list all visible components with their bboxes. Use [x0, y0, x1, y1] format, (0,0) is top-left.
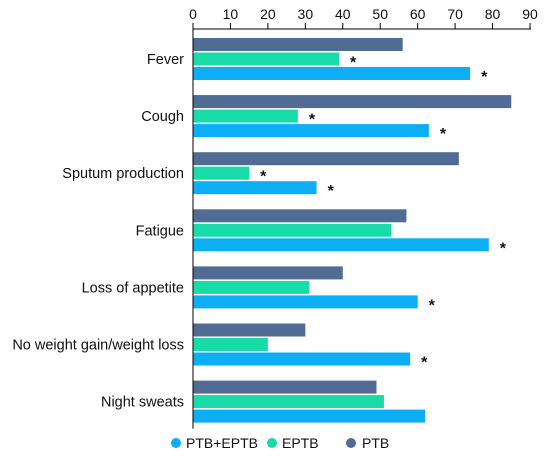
bar [193, 124, 429, 138]
bar [193, 323, 306, 337]
significance-marker: * [440, 126, 447, 143]
bar [193, 109, 298, 123]
bar [193, 409, 426, 423]
legend: PTB+EPTB EPTB PTB [171, 435, 389, 451]
bar [193, 266, 343, 280]
bar [193, 95, 512, 109]
x-tick-label: 70 [447, 6, 463, 22]
bars: * * * * * * * * * [193, 38, 512, 423]
category-label: Loss of appetite [82, 280, 184, 296]
x-tick-label: 30 [298, 6, 314, 22]
category-labels: Fever Cough Sputum production Fatigue Loss o… [12, 52, 184, 411]
legend-swatch [171, 438, 181, 448]
bar [193, 67, 471, 80]
significance-marker: * [309, 112, 316, 129]
x-tick-label: 40 [335, 6, 351, 22]
legend-swatch [346, 438, 356, 448]
bar [193, 152, 459, 166]
significance-marker: * [500, 240, 507, 257]
x-tick-label: 90 [522, 6, 538, 22]
bar [193, 295, 418, 309]
legend-label: EPTB [282, 435, 319, 451]
x-tick-label: 0 [189, 6, 197, 22]
x-tick-label: 20 [260, 6, 276, 22]
bar [193, 38, 403, 51]
significance-marker: * [421, 355, 428, 372]
bar [193, 338, 268, 351]
significance-marker: * [481, 69, 488, 86]
x-tick-label: 10 [223, 6, 239, 22]
bar [193, 238, 489, 252]
significance-marker: * [260, 169, 267, 186]
category-label: Fatigue [136, 223, 184, 239]
legend-label: PTB+EPTB [186, 435, 258, 451]
x-tick-label: 60 [410, 6, 426, 22]
x-tick-label: 80 [485, 6, 501, 22]
bar [193, 280, 310, 294]
bar [193, 380, 377, 394]
significance-marker: * [350, 55, 357, 72]
significance-marker: * [429, 297, 436, 314]
legend-swatch [267, 438, 277, 448]
x-tick-label: 50 [372, 6, 388, 22]
category-label: Fever [147, 52, 184, 68]
category-label: No weight gain/weight loss [12, 338, 184, 354]
bar [193, 166, 250, 180]
bar [193, 223, 392, 237]
bar [193, 52, 340, 66]
category-label: Sputum production [62, 166, 184, 182]
legend-label: PTB [362, 435, 389, 451]
bar [193, 181, 317, 195]
bar [193, 395, 384, 409]
category-label: Night sweats [101, 395, 184, 411]
bar [193, 352, 411, 366]
x-axis-ticks: 0 10 20 30 40 50 60 70 80 90 [189, 6, 538, 29]
bar [193, 209, 407, 223]
category-label: Cough [141, 109, 184, 125]
significance-marker: * [328, 183, 335, 200]
